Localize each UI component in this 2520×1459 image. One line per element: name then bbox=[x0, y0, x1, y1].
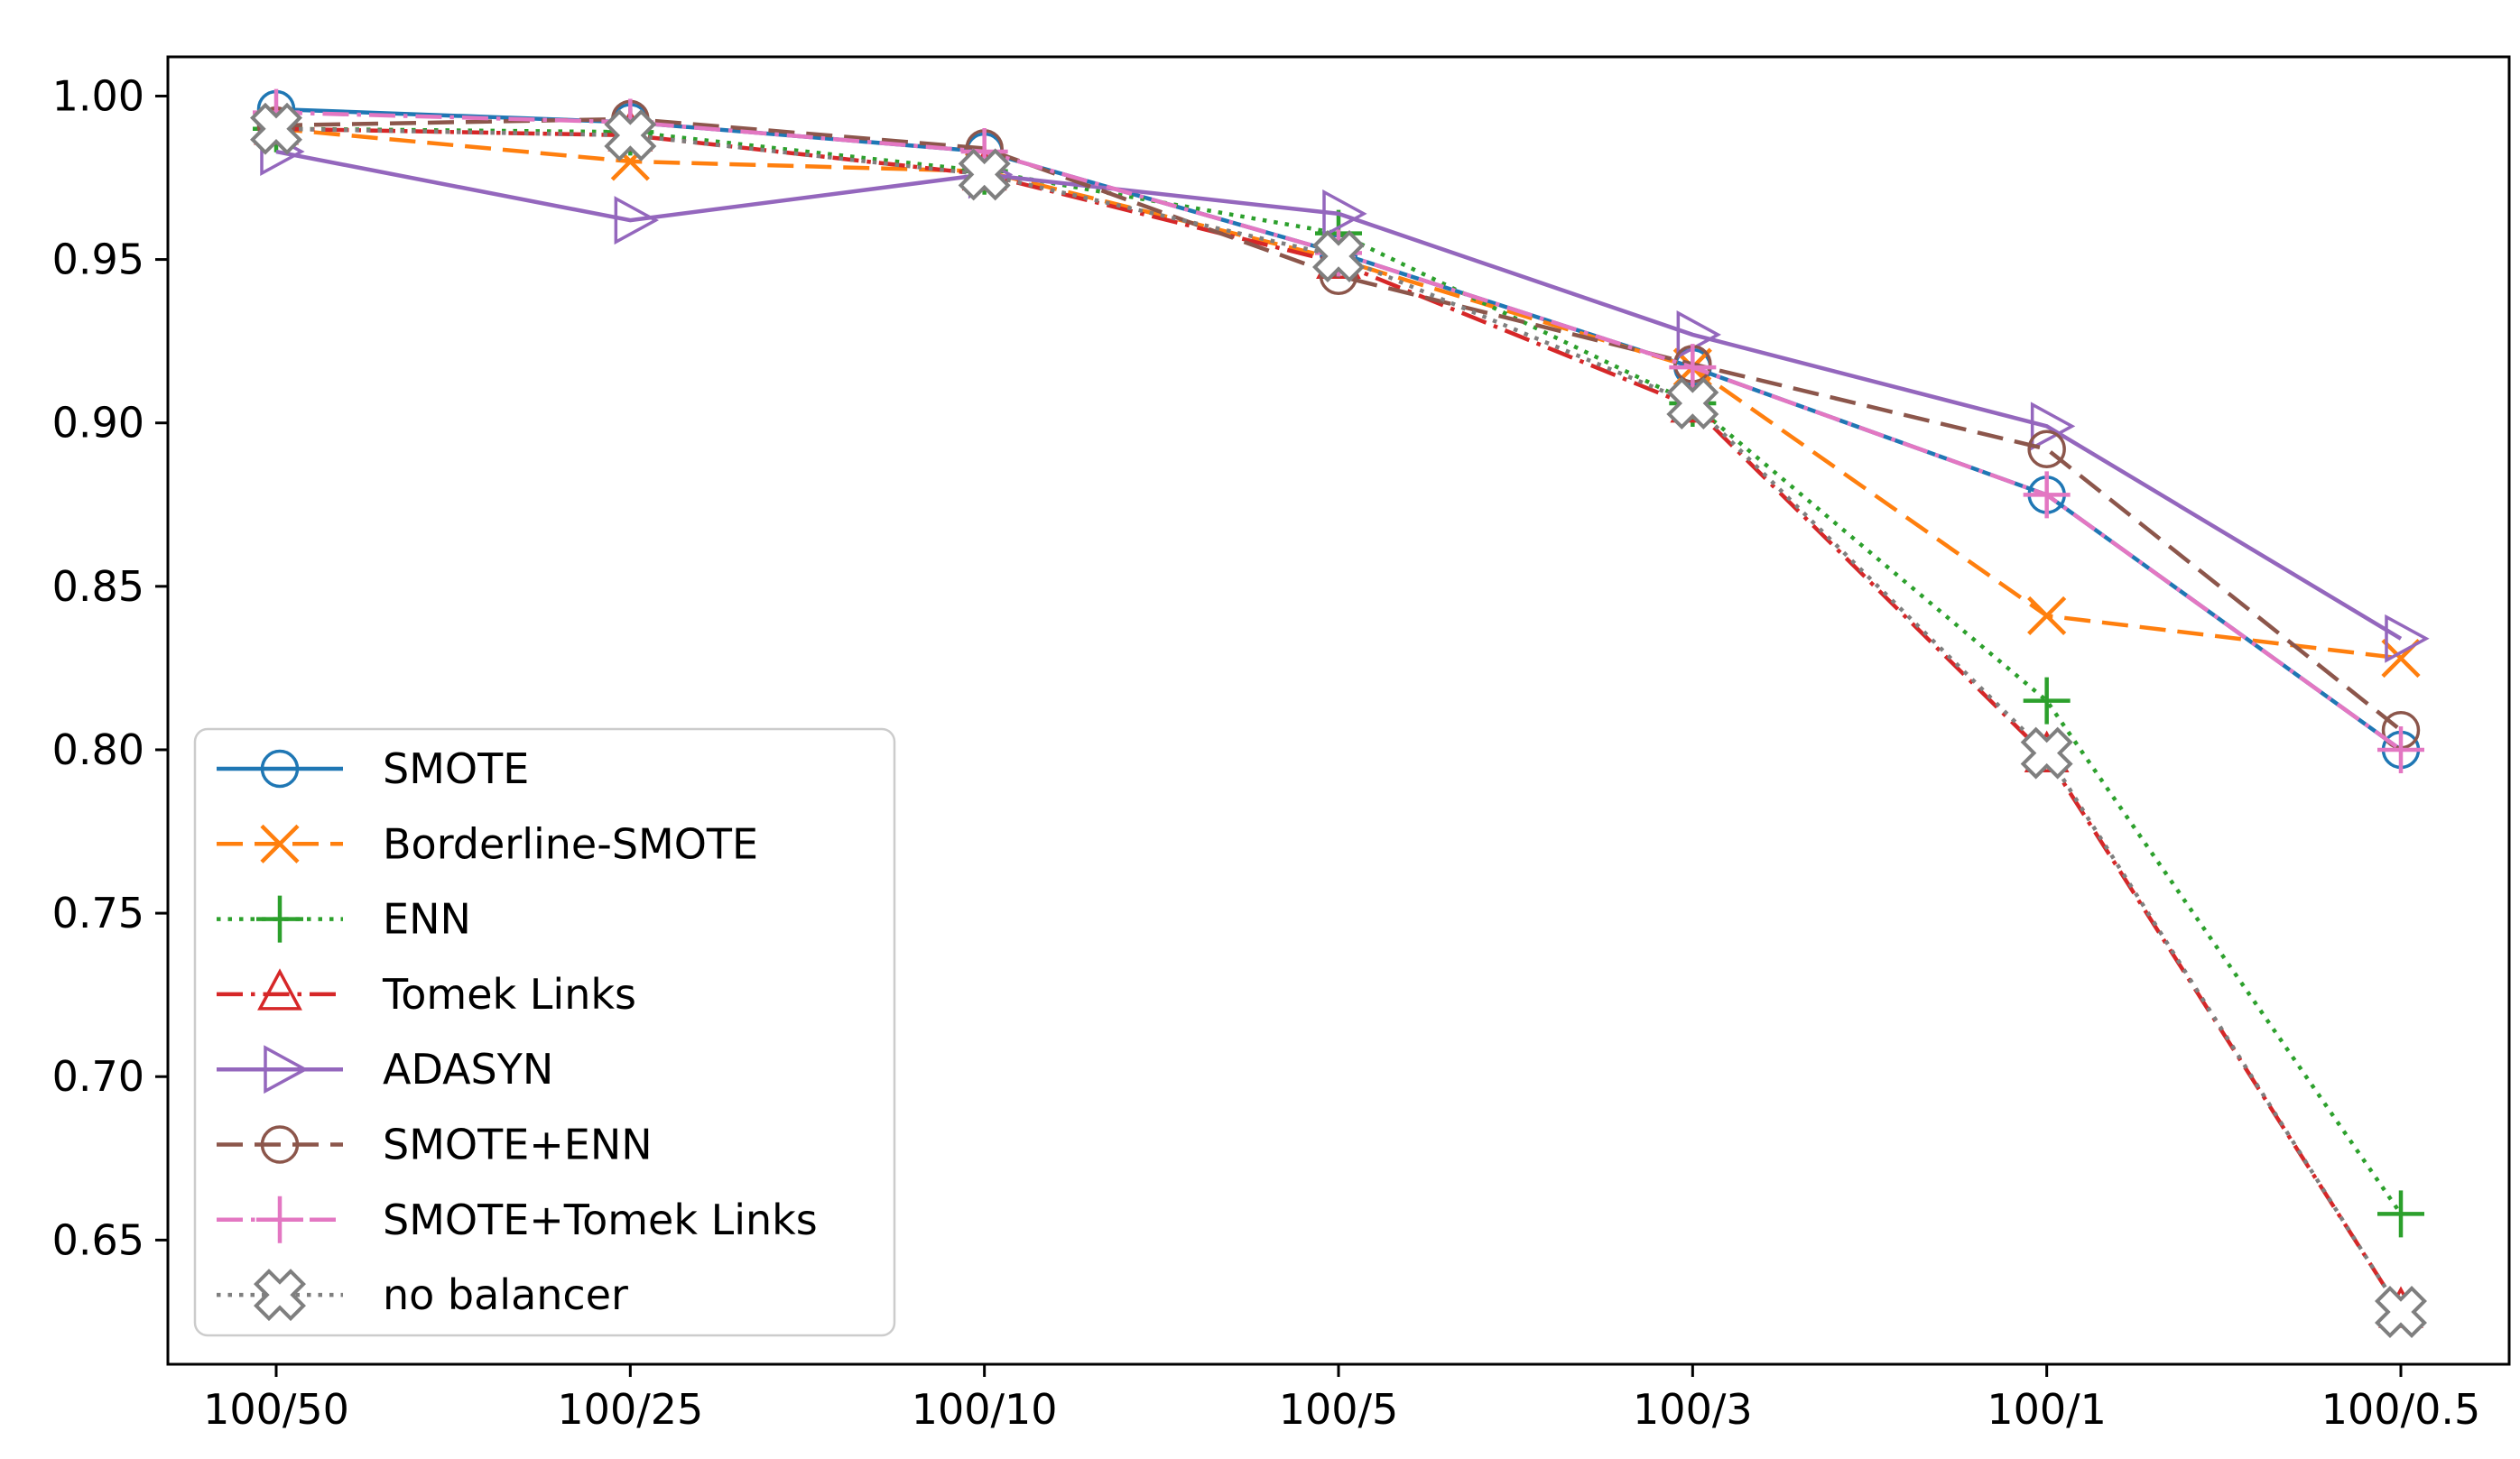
series-line-smote-tomek-links bbox=[275, 110, 2403, 752]
y-tick-label: 0.80 bbox=[52, 725, 144, 774]
series-marker-adasyn bbox=[614, 196, 659, 245]
legend-label: no balancer bbox=[383, 1270, 628, 1319]
plot-frame bbox=[166, 55, 2511, 1366]
legend-item-no-balancer: no balancer bbox=[217, 1269, 628, 1322]
series-smote bbox=[256, 89, 2421, 770]
series-marker-smote-tomek-links bbox=[2023, 471, 2071, 519]
legend-label: Borderline-SMOTE bbox=[383, 819, 758, 868]
legend-item-tomek-links: Tomek Links bbox=[217, 968, 636, 1019]
y-tick-label: 0.85 bbox=[52, 562, 144, 611]
legend-label: ENN bbox=[383, 895, 471, 944]
legend-item-enn: ENN bbox=[217, 895, 471, 944]
series-marker-enn bbox=[2023, 677, 2071, 725]
legend-label: Tomek Links bbox=[382, 970, 636, 1019]
series-marker-no-balancer bbox=[958, 148, 1011, 201]
y-tick-label: 0.65 bbox=[52, 1215, 144, 1264]
legend-label: SMOTE bbox=[383, 744, 529, 793]
series-marker-adasyn bbox=[1322, 189, 1367, 238]
legend-marker-icon bbox=[257, 968, 302, 1011]
series-marker-adasyn bbox=[2385, 614, 2430, 663]
legend-marker-icon bbox=[260, 1125, 300, 1164]
series-marker-smote-enn bbox=[2027, 429, 2066, 468]
x-tick-label: 100/25 bbox=[557, 1385, 703, 1434]
y-tick-label: 0.70 bbox=[52, 1052, 144, 1101]
legend-label: ADASYN bbox=[383, 1045, 553, 1094]
axes: 1.00 0.95 0.90 0.85 0.80 0.75 0.70 0.65 100/50 10… bbox=[52, 71, 2481, 1434]
y-tick-label: 0.75 bbox=[52, 889, 144, 937]
legend-item-smote-enn: SMOTE+ENN bbox=[217, 1121, 653, 1169]
series-line-borderline-smote bbox=[275, 126, 2402, 660]
series-marker-no-balancer bbox=[250, 102, 302, 155]
y-tick-label: 0.90 bbox=[52, 399, 144, 448]
legend-label: SMOTE+Tomek Links bbox=[383, 1196, 818, 1244]
legend-marker-icon bbox=[264, 1045, 309, 1094]
y-tick-label: 1.00 bbox=[52, 71, 144, 120]
series-marker-smote-tomek-links bbox=[2377, 725, 2424, 773]
series-smote-tomek-links bbox=[253, 88, 2424, 773]
x-tick-label: 100/3 bbox=[1633, 1385, 1753, 1434]
legend-marker-icon bbox=[260, 824, 300, 863]
series-marker-no-balancer bbox=[2020, 726, 2073, 780]
legend-label: SMOTE+ENN bbox=[383, 1121, 653, 1169]
legend-item-adasyn: ADASYN bbox=[217, 1045, 553, 1094]
series-marker-no-balancer bbox=[1312, 229, 1365, 282]
x-tick-label: 100/1 bbox=[1987, 1385, 2107, 1434]
legend-marker-icon bbox=[260, 749, 300, 789]
series-marker-enn bbox=[2377, 1190, 2424, 1238]
series-marker-no-balancer bbox=[2375, 1286, 2427, 1339]
series-marker-borderline-smote bbox=[2027, 596, 2067, 636]
legend-item-smote-tomek-links: SMOTE+Tomek Links bbox=[217, 1196, 818, 1244]
legend-item-smote: SMOTE bbox=[217, 744, 529, 793]
legend-item-borderline-smote: Borderline-SMOTE bbox=[217, 819, 758, 868]
series-line-adasyn bbox=[275, 149, 2403, 641]
series-marker-no-balancer bbox=[604, 108, 657, 162]
legend-marker-icon bbox=[256, 895, 303, 943]
x-tick-label: 100/10 bbox=[912, 1385, 1058, 1434]
legend-marker-icon bbox=[256, 1196, 303, 1243]
y-tick-label: 0.95 bbox=[52, 235, 144, 284]
series-marker-smote-tomek-links bbox=[1669, 344, 1717, 392]
series-marker-no-balancer bbox=[1666, 376, 1719, 429]
series-marker-adasyn bbox=[1676, 309, 1721, 359]
series-line-smote bbox=[275, 106, 2403, 752]
series-borderline-smote bbox=[256, 109, 2421, 679]
series-no-balancer bbox=[250, 102, 2427, 1339]
legend: SMOTE Borderline-SMOTE ENN Tomek Links ADASY… bbox=[193, 727, 896, 1337]
x-tick-label: 100/0.5 bbox=[2321, 1385, 2480, 1434]
legend-marker-icon bbox=[254, 1269, 306, 1322]
x-tick-label: 100/5 bbox=[1279, 1385, 1399, 1434]
legend-box bbox=[193, 727, 896, 1337]
series-marker-adasyn bbox=[2030, 402, 2076, 451]
x-tick-label: 100/50 bbox=[203, 1385, 349, 1434]
series-adasyn bbox=[260, 127, 2430, 663]
